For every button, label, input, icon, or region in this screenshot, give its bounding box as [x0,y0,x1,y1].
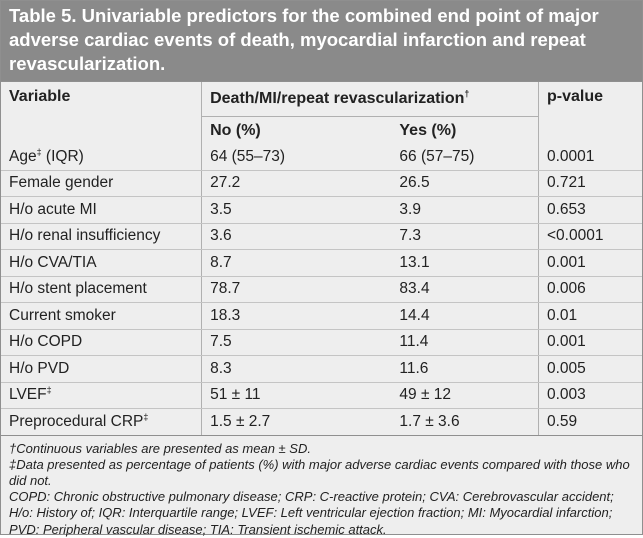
variable-label: H/o CVA/TIA [9,253,97,271]
cell-yes: 83.4 [391,276,539,303]
table-row: H/o acute MI 3.5 3.9 0.653 [1,196,642,224]
cell-yes: 7.3 [391,223,539,250]
cell-variable: Preprocedural CRP‡ [1,408,202,436]
header-pvalue: p-value [538,81,642,144]
table-row: Preprocedural CRP‡ 1.5 ± 2.7 1.7 ± 3.6 0.59 [1,408,642,436]
cell-variable: H/o CVA/TIA [1,249,202,277]
variable-footnote-mark: ‡ [36,146,42,157]
cell-yes: 3.9 [391,196,539,224]
header-yes: Yes (%) [399,121,457,139]
variable-label: H/o renal insufficiency [9,227,161,245]
variable-label: LVEF [9,386,47,404]
footnote-dagger: †Continuous variables are presented as m… [9,440,311,456]
cell-pvalue: 0.0001 [538,144,642,171]
cell-pvalue: <0.0001 [538,223,642,250]
cell-variable: H/o PVD [1,355,202,383]
cell-pvalue: 0.59 [538,408,642,436]
variable-label: H/o acute MI [9,200,97,218]
cell-yes: 14.4 [391,302,539,330]
cell-yes: 13.1 [391,249,539,277]
header-group-mark: † [464,88,470,99]
table-row: Current smoker 18.3 14.4 0.01 [1,302,642,330]
cell-no: 1.5 ± 2.7 [201,408,392,436]
table-row: Female gender 27.2 26.5 0.721 [1,170,642,197]
footnote-abbreviations: COPD: Chronic obstructive pulmonary dise… [9,489,614,537]
cell-pvalue: 0.003 [538,382,642,409]
table-body: Age‡ (IQR) 64 (55–73) 66 (57–75) 0.0001 Fema… [1,144,642,436]
variable-footnote-mark: ‡ [143,411,149,422]
cell-no: 18.3 [201,302,392,330]
cell-variable: H/o stent placement [1,276,202,303]
table-row: H/o COPD 7.5 11.4 0.001 [1,329,642,356]
cell-no: 7.5 [201,329,392,356]
variable-footnote-mark: ‡ [46,385,52,396]
cell-variable: Female gender [1,170,202,197]
variable-label: Preprocedural CRP [9,412,144,430]
variable-label: Age [9,147,37,165]
cell-no: 78.7 [201,276,392,303]
cell-pvalue: 0.001 [538,329,642,356]
header-group: Death/MI/repeat revascularization† [201,81,539,117]
variable-label: H/o COPD [9,333,83,351]
header-variable: Variable [1,81,202,144]
cell-pvalue: 0.653 [538,196,642,224]
cell-yes: 11.6 [391,355,539,383]
cell-no: 3.6 [201,223,392,250]
cell-pvalue: 0.721 [538,170,642,197]
table-row: LVEF‡ 51 ± 11 49 ± 12 0.003 [1,382,642,409]
cell-pvalue: 0.001 [538,249,642,277]
cell-yes: 26.5 [391,170,539,197]
cell-yes: 49 ± 12 [391,382,539,409]
cell-no: 51 ± 11 [201,382,392,409]
table-title: Table 5. Univariable predictors for the … [1,1,642,81]
cell-no: 27.2 [201,170,392,197]
header-no: No (%) [201,116,392,144]
data-table: Variable Death/MI/repeat revascularizati… [1,81,642,436]
table-row: H/o PVD 8.3 11.6 0.005 [1,355,642,383]
table-row: H/o renal insufficiency 3.6 7.3 <0.0001 [1,223,642,250]
cell-variable: LVEF‡ [1,382,202,409]
cell-yes: 66 (57–75) [391,144,539,171]
variable-label: H/o PVD [9,359,70,377]
footnotes: †Continuous variables are presented as m… [1,436,642,538]
cell-variable: H/o renal insufficiency [1,223,202,250]
cell-yes: 1.7 ± 3.6 [391,408,539,436]
cell-no: 3.5 [201,196,392,224]
variable-label: H/o stent placement [9,280,147,298]
table-row: Age‡ (IQR) 64 (55–73) 66 (57–75) 0.0001 [1,144,642,171]
cell-pvalue: 0.005 [538,355,642,383]
cell-pvalue: 0.01 [538,302,642,330]
cell-pvalue: 0.006 [538,276,642,303]
cell-variable: H/o acute MI [1,196,202,224]
cell-yes: 11.4 [391,329,539,356]
cell-no: 8.7 [201,249,392,277]
cell-variable: Age‡ (IQR) [1,144,202,171]
footnote-ddagger: ‡Data presented as percentage of patient… [9,456,630,488]
variable-suffix: (IQR) [41,147,84,165]
cell-variable: H/o COPD [1,329,202,356]
table-row: H/o CVA/TIA 8.7 13.1 0.001 [1,249,642,277]
cell-variable: Current smoker [1,302,202,330]
table-row: H/o stent placement 78.7 83.4 0.006 [1,276,642,303]
header-group-label: Death/MI/repeat revascularization [210,90,465,107]
variable-label: Current smoker [9,306,116,324]
cell-no: 8.3 [201,355,392,383]
variable-label: Female gender [9,174,114,192]
cell-no: 64 (55–73) [201,144,392,171]
